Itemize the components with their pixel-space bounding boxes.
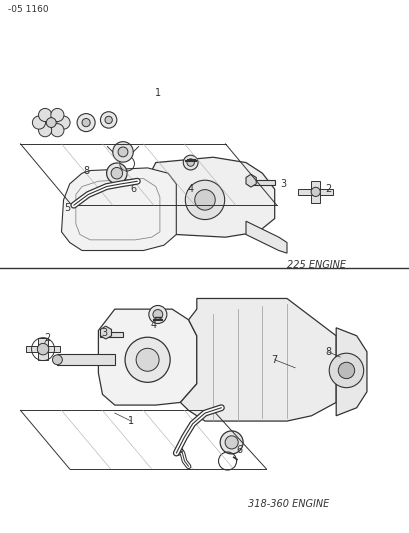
Text: 4: 4 [187,184,193,194]
Polygon shape [298,189,315,195]
Polygon shape [26,346,43,352]
Circle shape [37,343,49,355]
Circle shape [220,431,243,454]
Text: 6: 6 [236,446,242,455]
Circle shape [187,159,194,166]
Polygon shape [143,157,274,237]
Circle shape [100,112,117,128]
Text: 225 ENGINE: 225 ENGINE [286,260,345,270]
Polygon shape [43,346,60,352]
Circle shape [125,337,170,382]
Text: 3: 3 [101,328,107,338]
Text: 2: 2 [324,184,330,194]
Circle shape [194,190,215,210]
Circle shape [136,348,159,372]
Polygon shape [61,168,176,251]
Polygon shape [98,309,196,405]
Text: 4: 4 [151,320,156,330]
Polygon shape [245,221,286,253]
Circle shape [105,116,112,124]
Circle shape [225,436,238,449]
Polygon shape [315,189,332,195]
Circle shape [185,180,224,220]
Circle shape [310,187,319,197]
Text: 8: 8 [83,166,89,175]
Polygon shape [180,298,335,421]
Text: 2: 2 [44,334,50,343]
Text: 7: 7 [271,355,277,365]
Polygon shape [247,180,274,185]
Polygon shape [100,326,111,339]
Text: 5: 5 [64,203,71,213]
Text: 1: 1 [128,416,134,426]
Circle shape [106,163,127,183]
Text: 318-360 ENGINE: 318-360 ENGINE [247,499,328,508]
Circle shape [51,124,64,137]
Text: 5: 5 [177,446,183,455]
Circle shape [38,108,52,122]
Polygon shape [310,192,319,203]
Circle shape [77,114,95,132]
Circle shape [111,167,122,179]
Circle shape [57,116,70,129]
Polygon shape [38,338,47,349]
Polygon shape [100,332,123,337]
Circle shape [32,116,45,129]
Circle shape [38,124,52,137]
Circle shape [337,362,354,378]
Circle shape [118,147,128,157]
Text: 3: 3 [279,179,285,189]
Polygon shape [335,328,366,416]
Polygon shape [245,174,256,187]
Circle shape [112,142,133,162]
Circle shape [46,118,56,127]
Polygon shape [310,181,319,192]
Circle shape [52,355,62,365]
Circle shape [183,155,198,170]
Circle shape [153,310,162,319]
Text: -05 1160: -05 1160 [8,5,49,13]
Circle shape [148,305,166,324]
Text: 1: 1 [155,88,160,98]
Circle shape [82,118,90,127]
Polygon shape [38,349,47,360]
Text: 8: 8 [324,347,330,357]
Text: 6: 6 [130,184,136,194]
Circle shape [328,353,363,387]
Circle shape [51,108,64,122]
Polygon shape [57,354,115,365]
